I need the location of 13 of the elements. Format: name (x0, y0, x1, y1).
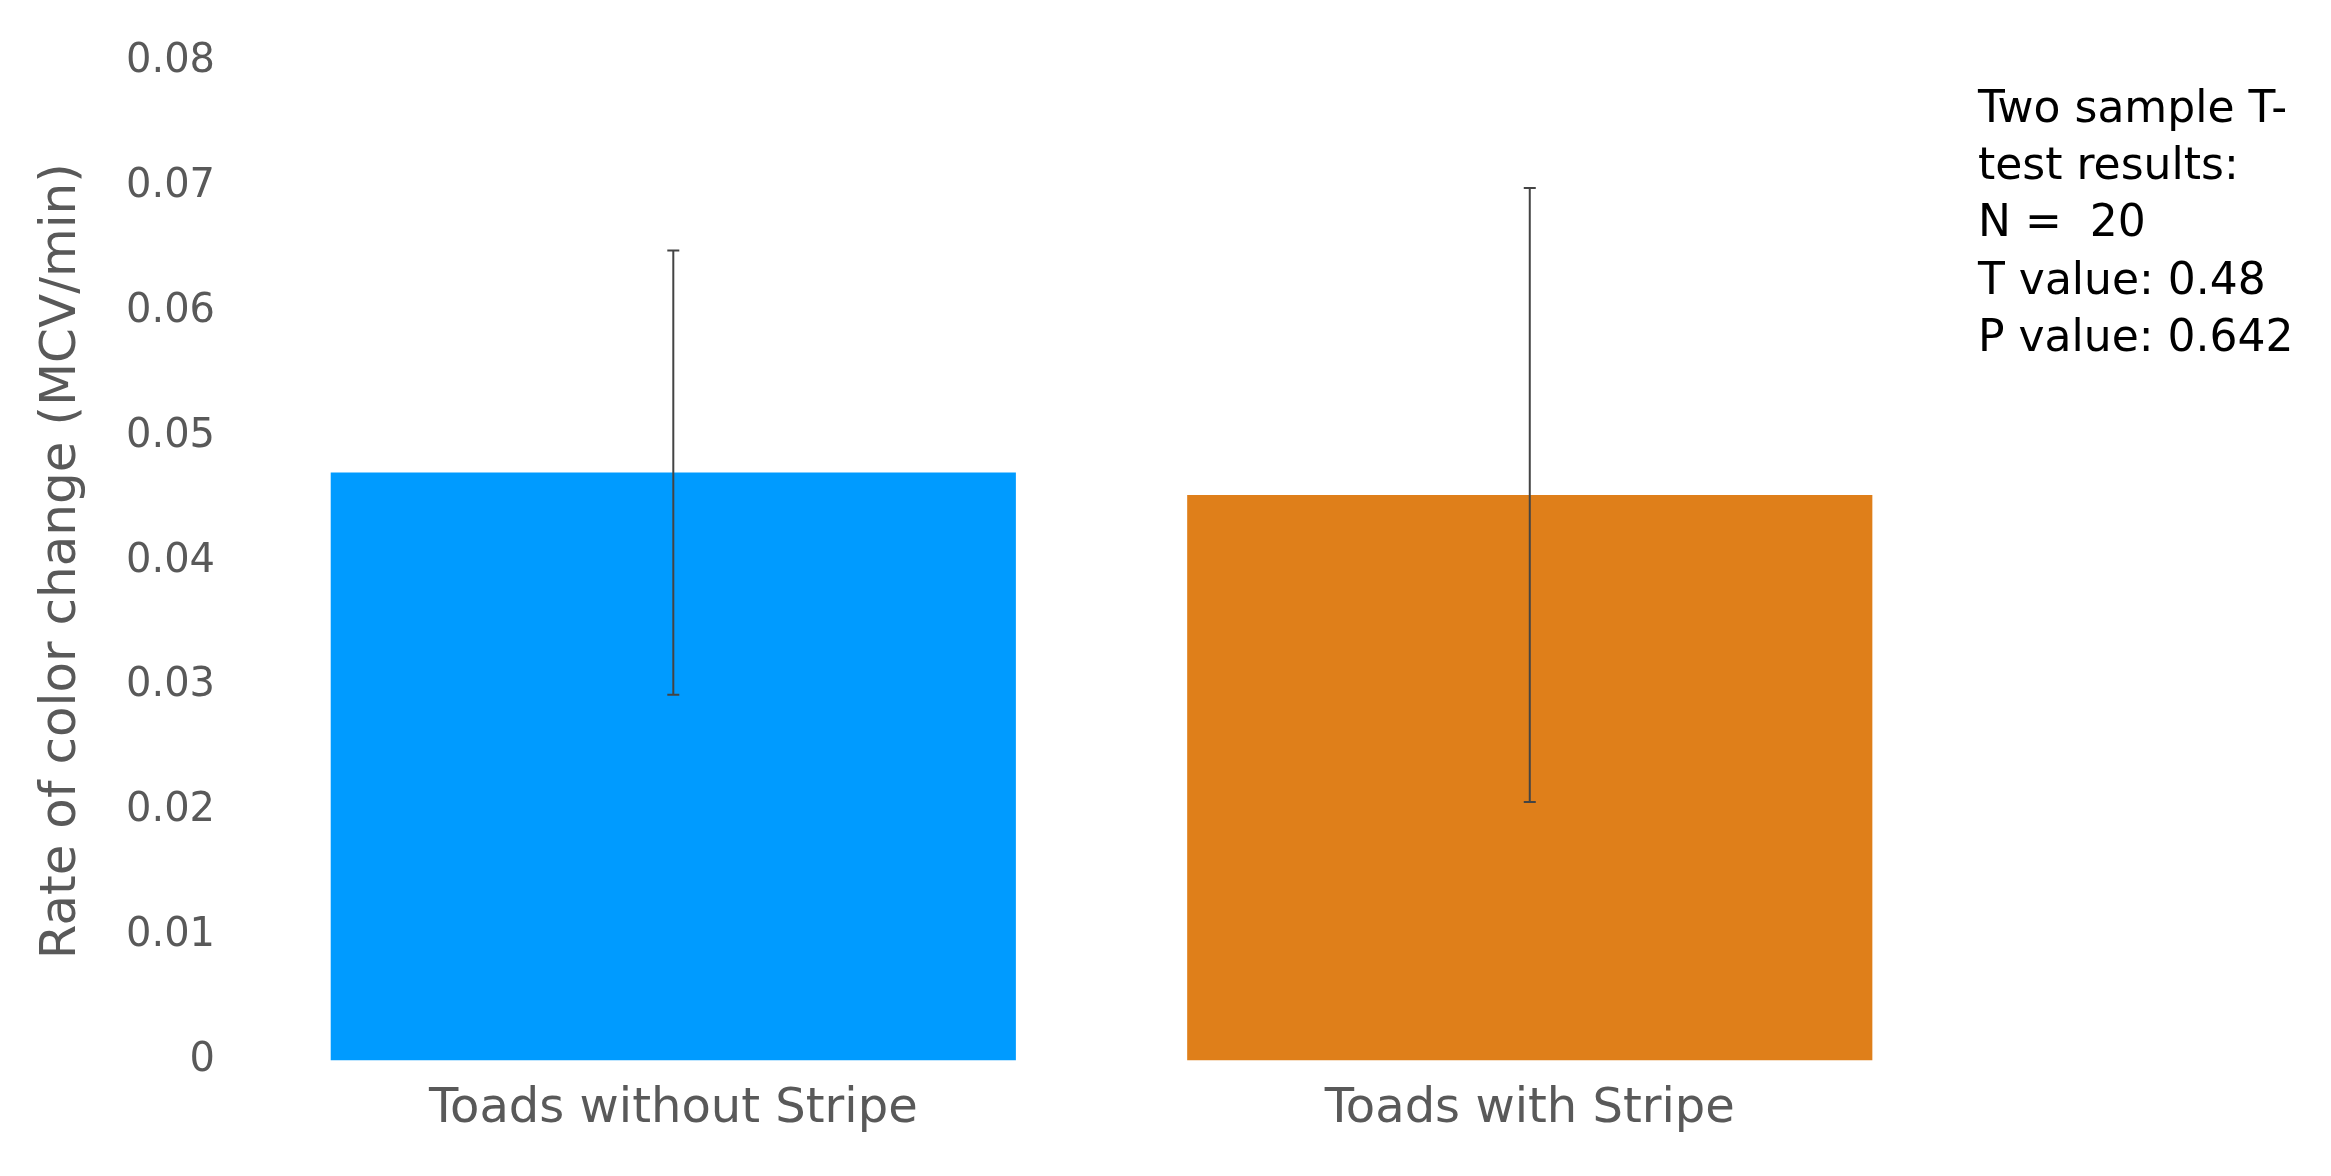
y-tick-label: 0.08 (126, 35, 216, 82)
y-tick-label: 0.03 (126, 659, 216, 706)
y-axis-title: Rate of color change (MCV/min) (28, 163, 87, 960)
y-tick-label: 0.04 (126, 534, 216, 581)
x-tick-label: Toads with Stripe (1323, 1076, 1735, 1133)
x-tick-label: Toads without Stripe (427, 1076, 918, 1133)
y-tick-label: 0.01 (126, 908, 216, 955)
y-tick-label: 0 (189, 1033, 216, 1080)
y-tick-label: 0.05 (126, 409, 216, 456)
text: Two sample T-test results: N = 20 T value: 0.48 P value: 0.642 (1978, 80, 2295, 363)
y-tick-label: 0.02 (126, 784, 216, 831)
y-tick-label: 0.06 (126, 284, 216, 331)
y-tick-label: 0.07 (126, 160, 216, 207)
